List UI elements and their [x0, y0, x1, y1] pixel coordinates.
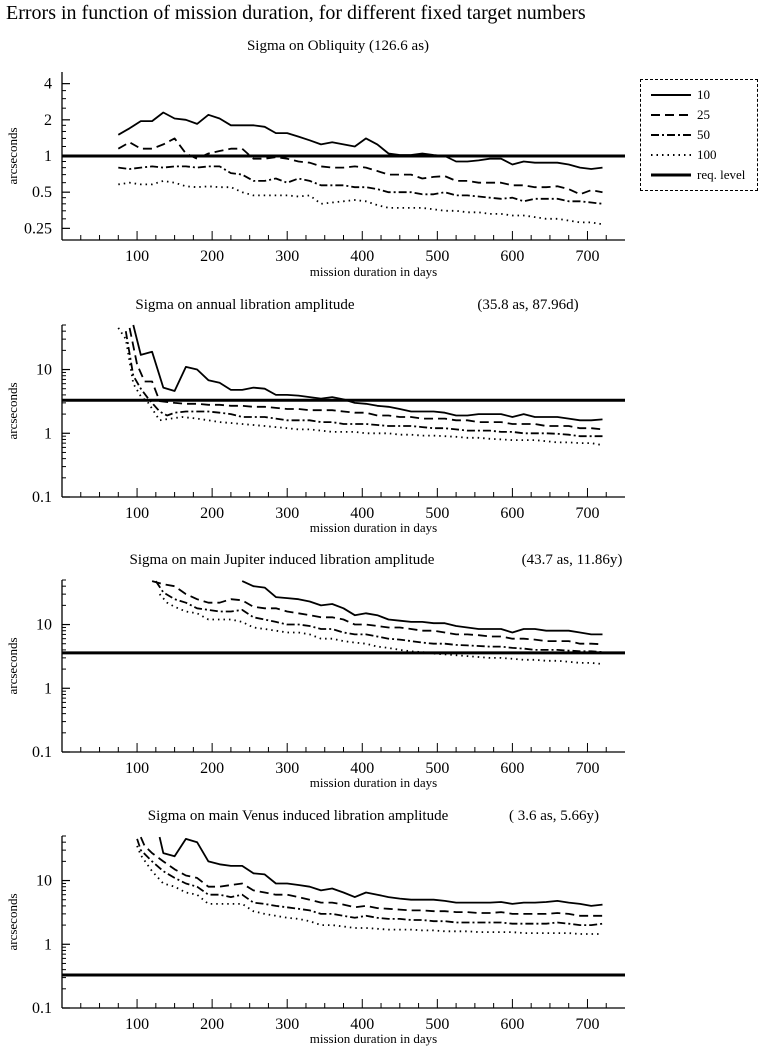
x-tick-label: 300: [275, 248, 299, 265]
y-axis-label: arcseconds: [5, 382, 20, 439]
legend-swatch-solid: [651, 94, 691, 96]
y-tick-label: 0.5: [32, 184, 52, 201]
chart-title-params: (43.7 as, 11.86y): [522, 552, 623, 568]
series-line-10: [132, 324, 603, 422]
legend-label: 25: [697, 107, 710, 122]
y-axis-label: arcseconds: [5, 893, 20, 950]
series-line-50: [124, 331, 603, 438]
x-tick-label: 700: [575, 505, 599, 522]
x-tick-label: 300: [275, 1016, 299, 1033]
series-line-50: [118, 165, 603, 205]
legend-swatch-dotted: [651, 154, 691, 156]
x-tick-label: 300: [275, 760, 299, 777]
chart-panel-2: Sigma on annual libration amplitude (35.8…: [5, 297, 625, 535]
legend-swatch-dashed: [651, 114, 691, 116]
y-tick-label: 2: [44, 112, 52, 129]
y-tick-label: 10: [36, 362, 52, 379]
chart-title-params: ( 3.6 as, 5.66y): [509, 808, 599, 824]
x-tick-label: 500: [425, 1016, 449, 1033]
series-line-100: [118, 179, 603, 226]
legend-item-50: 50: [649, 126, 755, 144]
chart-title: Sigma on annual libration amplitude: [135, 297, 354, 313]
series-line-50: [136, 838, 603, 926]
legend-swatch-thick: [651, 173, 691, 177]
x-tick-label: 700: [575, 760, 599, 777]
x-tick-label: 200: [200, 760, 224, 777]
series-line-25: [128, 327, 603, 431]
chart-title: Sigma on Obliquity (126.6 as): [247, 38, 429, 54]
y-axis-label: arcseconds: [5, 637, 20, 694]
legend-label: req. level: [697, 167, 746, 182]
x-tick-label: 500: [425, 760, 449, 777]
x-tick-label: 100: [125, 1016, 149, 1033]
legend-item-10: 10: [649, 86, 755, 104]
x-axis-label: mission duration in days: [310, 775, 437, 790]
y-tick-label: 1: [44, 425, 52, 442]
x-tick-label: 600: [500, 248, 524, 265]
series-line-25: [117, 137, 603, 196]
x-tick-label: 600: [500, 760, 524, 777]
series-line-10: [117, 111, 603, 170]
legend-item-100: 100: [649, 146, 755, 164]
x-axis-label: mission duration in days: [310, 264, 437, 279]
x-tick-label: 500: [425, 248, 449, 265]
x-axis-label: mission duration in days: [310, 1031, 437, 1046]
y-tick-label: 10: [36, 617, 52, 634]
chart-title: Sigma on main Venus induced libration am…: [148, 808, 449, 824]
y-axis-label: arcseconds: [5, 127, 20, 184]
y-tick-label: 0.1: [32, 489, 52, 506]
series-line-25: [151, 580, 603, 646]
legend-label: 10: [697, 87, 710, 102]
legend-item-req-level: req. level: [649, 166, 755, 184]
x-tick-label: 100: [125, 505, 149, 522]
series-line-25: [139, 836, 603, 917]
legend-label: 50: [697, 127, 710, 142]
x-tick-label: 600: [500, 1016, 524, 1033]
x-tick-label: 700: [575, 248, 599, 265]
series-line-100: [158, 593, 603, 665]
y-tick-label: 0.25: [24, 220, 52, 237]
x-tick-label: 100: [125, 760, 149, 777]
legend-swatch-dashdot: [651, 134, 691, 136]
x-tick-label: 300: [275, 505, 299, 522]
x-tick-label: 400: [350, 1016, 374, 1033]
series-line-10: [158, 836, 603, 907]
series-line-50: [155, 580, 603, 653]
x-tick-label: 100: [125, 248, 149, 265]
figure-title: Errors in function of mission duration, …: [6, 2, 586, 24]
x-tick-label: 200: [200, 1016, 224, 1033]
chart-title: Sigma on main Jupiter induced libration …: [130, 552, 435, 568]
x-tick-label: 400: [350, 505, 374, 522]
x-tick-label: 200: [200, 248, 224, 265]
y-tick-label: 1: [44, 148, 52, 165]
legend-item-25: 25: [649, 106, 755, 124]
chart-panel-3: Sigma on main Jupiter induced libration …: [5, 552, 625, 790]
series-line-10: [241, 580, 603, 636]
chart-title-params: (35.8 as, 87.96d): [477, 297, 578, 313]
x-tick-label: 400: [350, 760, 374, 777]
y-tick-label: 10: [36, 873, 52, 890]
y-tick-label: 4: [44, 76, 52, 93]
x-axis-label: mission duration in days: [310, 520, 437, 535]
legend: 10 25 50 100 req. level: [640, 79, 758, 191]
y-tick-label: 1: [44, 936, 52, 953]
y-tick-label: 1: [44, 680, 52, 697]
legend-label: 100: [697, 147, 717, 162]
x-tick-label: 500: [425, 505, 449, 522]
chart-panel-4: Sigma on main Venus induced libration am…: [5, 808, 625, 1046]
y-tick-label: 0.1: [32, 1000, 52, 1017]
x-tick-label: 200: [200, 505, 224, 522]
y-tick-label: 0.1: [32, 744, 52, 761]
chart-panel-1: Sigma on Obliquity (126.6 as)100 200 300 40…: [5, 38, 625, 279]
series-line-100: [117, 327, 603, 447]
x-tick-label: 600: [500, 505, 524, 522]
x-tick-label: 400: [350, 248, 374, 265]
x-tick-label: 700: [575, 1016, 599, 1033]
